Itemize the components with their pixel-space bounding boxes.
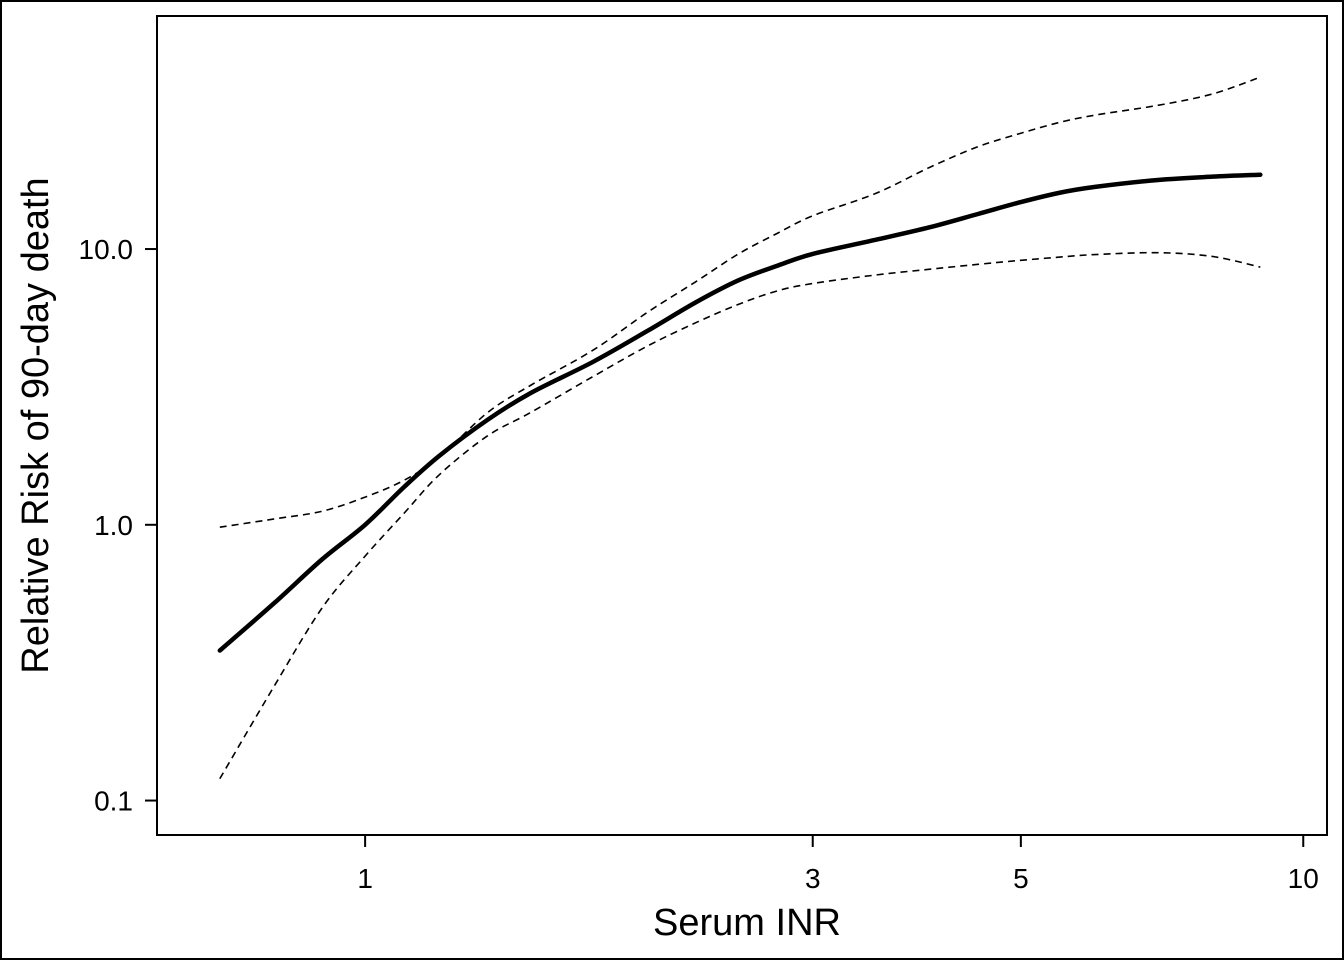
- y-axis: 0.1 1.0 10.0: [79, 234, 157, 817]
- y-tick-label: 1.0: [94, 510, 133, 541]
- x-tick-label: 3: [805, 863, 821, 894]
- x-axis: 1 3 5 10: [357, 835, 1319, 894]
- lower-ci-line: [219, 251, 1261, 780]
- x-tick-label: 10: [1288, 863, 1319, 894]
- y-tick-label: 0.1: [94, 786, 133, 817]
- plot-area: [156, 15, 1328, 836]
- x-tick-label: 1: [357, 863, 373, 894]
- x-tick-label: 5: [1013, 863, 1029, 894]
- series-layer: [217, 76, 1263, 780]
- y-axis-label: Relative Risk of 90-day death: [15, 177, 57, 673]
- x-axis-label: Serum INR: [653, 902, 841, 944]
- upper-ci-line: [219, 76, 1261, 529]
- estimate-line: [217, 172, 1263, 653]
- y-tick-label: 10.0: [79, 234, 134, 265]
